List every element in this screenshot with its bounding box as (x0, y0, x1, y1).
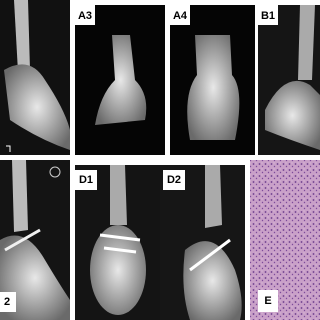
panel-label: B1 (261, 10, 275, 22)
xray-panel: B1 (258, 5, 320, 155)
panel-label: 2 (4, 296, 10, 308)
xray-panel: 2 (0, 160, 70, 320)
ct-panel: A4 (170, 5, 255, 155)
xray-panel (0, 0, 70, 155)
ct-panel: A3 (75, 5, 165, 155)
panel-label: A3 (78, 10, 92, 22)
histology-panel: E (250, 160, 320, 320)
xray-panel: D1 (75, 165, 160, 320)
panel-label: D1 (79, 174, 93, 186)
panel-label: E (264, 295, 271, 307)
panel-label: A4 (173, 10, 188, 22)
xray-panel: D2 (160, 165, 245, 320)
panel-label: D2 (167, 174, 181, 186)
